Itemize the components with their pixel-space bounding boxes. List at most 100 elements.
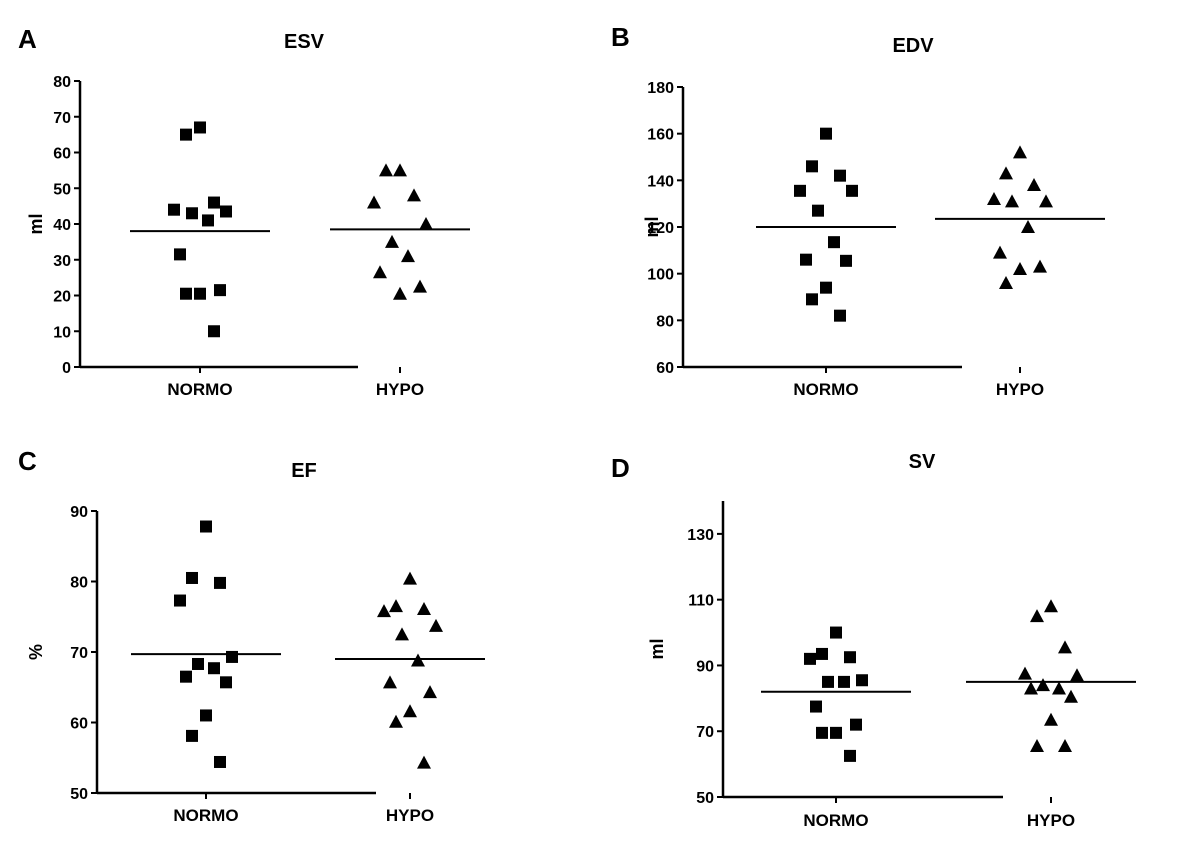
panel-letter: D [611, 453, 630, 483]
chart-panel-b: B EDV ml 60 80 100 120 140 160 180 NORMO HYPO [611, 22, 1105, 399]
data-point-normo [820, 127, 832, 140]
y-tick-label: 100 [647, 267, 674, 284]
data-point-hypo [401, 249, 415, 263]
y-tick-label: 90 [70, 504, 88, 521]
data-point-hypo [429, 618, 443, 632]
data-point-hypo [1036, 678, 1050, 692]
data-point-normo [806, 160, 818, 173]
x-category-label: NORMO [167, 380, 232, 399]
data-point-normo [844, 651, 856, 664]
data-point-hypo [1030, 739, 1044, 753]
data-point-normo [174, 594, 186, 607]
x-category-label: HYPO [386, 806, 434, 825]
data-point-hypo [417, 601, 431, 615]
data-point-normo [214, 284, 226, 297]
data-point-hypo [999, 166, 1013, 180]
data-point-normo [186, 571, 198, 584]
chart-title: EDV [892, 35, 934, 57]
y-tick-label: 60 [70, 716, 88, 733]
data-point-hypo [395, 627, 409, 641]
data-point-hypo [1064, 689, 1078, 703]
data-point-normo [830, 726, 842, 739]
data-point-hypo [403, 571, 417, 585]
data-point-normo [220, 205, 232, 218]
data-point-normo [194, 287, 206, 300]
data-point-hypo [1039, 194, 1053, 208]
y-tick-label: 50 [696, 790, 714, 807]
data-point-hypo [999, 276, 1013, 289]
x-category-label: HYPO [376, 380, 424, 399]
data-point-normo [840, 254, 852, 267]
data-point-normo [208, 325, 220, 338]
y-tick-label: 80 [656, 313, 674, 330]
y-tick-label: 70 [70, 645, 88, 662]
data-point-normo [186, 207, 198, 220]
y-tick-label: 50 [70, 786, 88, 803]
chart-panel-d: D SV ml 50 70 90 110 130 NORMO HYPO [611, 451, 1136, 830]
data-point-normo [186, 729, 198, 742]
data-point-hypo [417, 755, 431, 769]
data-point-normo [174, 248, 186, 261]
data-point-normo [800, 253, 812, 266]
data-point-hypo [987, 192, 1001, 205]
y-axis-label: ml [26, 213, 46, 234]
chart-panel-a: A ESV ml 0 10 20 30 40 50 60 70 80 NORMO HYPO [18, 24, 470, 399]
data-point-normo [834, 169, 846, 182]
data-point-normo [168, 203, 180, 216]
y-tick-label: 110 [688, 593, 714, 610]
data-point-normo [200, 709, 212, 722]
y-tick-label: 80 [53, 74, 71, 91]
y-tick-label: 90 [696, 658, 714, 675]
y-tick-label: 20 [53, 289, 71, 306]
data-point-hypo [389, 714, 403, 728]
y-tick-label: 50 [53, 181, 71, 198]
data-point-normo [226, 650, 238, 663]
y-tick-label: 80 [70, 575, 88, 592]
data-point-normo [202, 214, 214, 227]
data-point-hypo [1033, 259, 1047, 273]
data-point-normo [806, 293, 818, 306]
data-point-normo [816, 726, 828, 739]
panel-letter: C [18, 446, 37, 476]
data-point-hypo [385, 234, 399, 248]
data-point-hypo [1044, 599, 1058, 613]
data-point-hypo [407, 188, 421, 202]
data-point-hypo [413, 279, 427, 293]
data-point-hypo [367, 195, 381, 209]
x-category-label: NORMO [173, 806, 238, 825]
data-point-normo [812, 204, 824, 217]
data-point-normo [820, 281, 832, 294]
x-category-label: HYPO [996, 380, 1044, 399]
chart-title: ESV [284, 31, 325, 53]
x-category-label: HYPO [1027, 811, 1075, 830]
data-point-hypo [377, 604, 391, 618]
y-tick-label: 40 [53, 217, 71, 234]
x-category-label: NORMO [803, 811, 868, 830]
data-point-normo [856, 674, 868, 687]
data-point-normo [846, 184, 858, 197]
data-point-hypo [1021, 220, 1035, 233]
data-point-hypo [383, 675, 397, 689]
data-point-hypo [1013, 145, 1027, 159]
data-point-hypo [1070, 668, 1084, 682]
chart-title: EF [291, 460, 317, 482]
data-point-hypo [1027, 178, 1041, 191]
data-point-normo [830, 626, 842, 639]
y-axis-label: % [26, 644, 46, 660]
y-tick-label: 70 [696, 724, 714, 741]
data-point-normo [200, 520, 212, 533]
y-axis-label: ml [647, 638, 667, 659]
y-axis-label: ml [642, 216, 662, 237]
data-point-normo [844, 749, 856, 762]
data-point-hypo [419, 217, 433, 230]
y-tick-label: 160 [647, 127, 674, 144]
data-point-hypo [1005, 194, 1019, 208]
panel-letter: A [18, 24, 37, 54]
data-point-hypo [379, 163, 393, 177]
data-point-hypo [1058, 739, 1072, 753]
data-point-normo [794, 184, 806, 197]
data-point-hypo [423, 685, 437, 699]
y-tick-label: 120 [647, 220, 674, 237]
data-point-hypo [1058, 640, 1072, 654]
data-point-normo [828, 236, 840, 249]
